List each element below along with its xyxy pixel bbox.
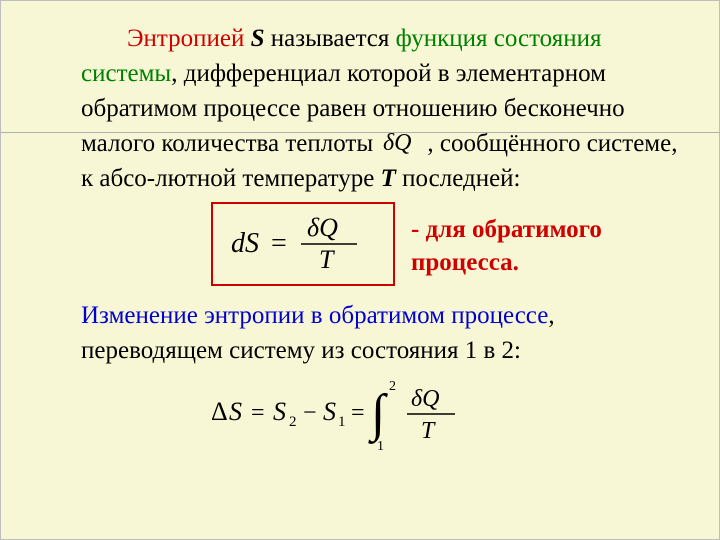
svg-text:T: T (421, 418, 436, 444)
change-paragraph: Изменение энтропии в обратимом процессе,… (81, 298, 679, 368)
caption-line-2: процесса. (411, 247, 602, 280)
svg-text:∫: ∫ (368, 385, 388, 444)
svg-text:=: = (351, 400, 365, 426)
svg-text:δQ: δQ (307, 213, 338, 242)
svg-text:=: = (251, 400, 265, 426)
svg-text:1: 1 (338, 414, 346, 430)
svg-text:δQ: δQ (383, 130, 412, 156)
symbol-S: S (251, 25, 271, 52)
symbol-T: T (381, 165, 403, 192)
formula-row: dS = δQ T - для обратимого процесса. (81, 202, 679, 292)
svg-text:dS: dS (231, 228, 259, 259)
svg-text:T: T (319, 245, 335, 274)
def-text-1: называется (271, 25, 396, 52)
svg-text:1: 1 (377, 439, 384, 454)
definition-paragraph: Энтропией S называется функция состояния… (81, 21, 679, 196)
svg-text:S: S (229, 397, 242, 426)
svg-text:2: 2 (289, 414, 297, 430)
svg-text:2: 2 (389, 379, 396, 394)
formula-caption: - для обратимого процесса. (411, 214, 602, 279)
phrase-entropy-change: Изменение энтропии в обратимом процессе (81, 302, 548, 329)
caption-text-1: для обратимого (426, 216, 602, 243)
def-text-4: последней: (402, 165, 520, 192)
horizontal-rule (1, 132, 720, 133)
svg-text:δQ: δQ (411, 386, 440, 412)
caption-line-1: - для обратимого (411, 214, 602, 247)
svg-text:=: = (271, 228, 287, 259)
caption-dash: - (411, 216, 426, 243)
slide: Энтропией S называется функция состояния… (0, 0, 720, 540)
formula-integral: Δ S = S 2 − S 1 = ∫ 2 1 δQ T (211, 374, 511, 454)
svg-text:Δ: Δ (211, 397, 228, 426)
term-entropy: Энтропией (127, 25, 251, 52)
svg-text:S: S (323, 397, 336, 426)
svg-text:−: − (303, 400, 317, 426)
formula-integral-wrap: Δ S = S 2 − S 1 = ∫ 2 1 δQ T (81, 374, 679, 454)
formula-box: dS = δQ T (211, 202, 395, 286)
svg-text:S: S (273, 397, 286, 426)
formula-dS: dS = δQ T (223, 212, 383, 276)
delta-q-inline: δQ (379, 129, 427, 157)
